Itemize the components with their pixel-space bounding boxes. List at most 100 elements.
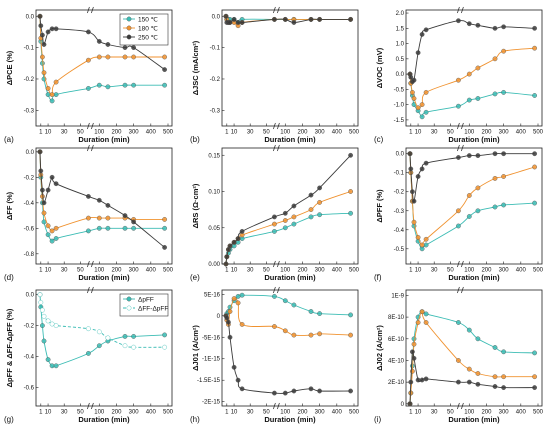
data-point [49, 92, 55, 98]
x-tick-label: 100 [94, 268, 105, 274]
series-2 [223, 13, 353, 25]
x-tick-label: 100 [280, 268, 291, 274]
data-point [53, 26, 59, 32]
data-point [308, 214, 314, 220]
data-point [122, 225, 128, 231]
x-tick-label: 200 [111, 130, 122, 136]
x-tick-label: 200 [481, 410, 492, 416]
x-tick-label: 10 [415, 410, 422, 416]
data-point [122, 333, 128, 339]
axis-break-mark [461, 144, 464, 152]
axis-break-mark [87, 286, 90, 294]
y-axis-label: ΔpFF & ΔFF-ΔpFF (%) [5, 308, 14, 387]
data-point [466, 327, 472, 333]
x-tick-label: 300 [499, 410, 510, 416]
data-point [348, 312, 353, 318]
y-tick-label: 0.10 [208, 190, 220, 196]
x-tick-label: 500 [163, 268, 174, 274]
legend-marker [126, 16, 132, 22]
x-tick-label: 300 [499, 130, 510, 136]
data-point [291, 20, 297, 25]
x-tick-label: 500 [533, 130, 544, 136]
data-point [53, 236, 59, 241]
data-point [501, 151, 506, 157]
x-tick-label: 300 [129, 130, 140, 136]
series-0 [407, 151, 537, 252]
plot-frame [35, 147, 173, 265]
x-axis-label: Duration (min) [448, 273, 500, 282]
data-point [419, 309, 425, 315]
series-line [409, 153, 535, 203]
legend-entry: 180 ℃ [138, 26, 159, 33]
axis-break-mark [457, 402, 460, 410]
data-point [282, 328, 288, 334]
data-point [49, 228, 55, 234]
data-point [49, 174, 55, 180]
plot-frame [221, 289, 359, 407]
data-point [235, 293, 241, 299]
data-point [40, 323, 45, 328]
y-tick-label: -1.5E-15 [197, 378, 221, 384]
x-tick-label: 50 [263, 130, 270, 136]
x-tick-label: 300 [315, 130, 326, 136]
data-point [105, 335, 111, 341]
x-tick-label: 1 [39, 130, 43, 136]
panel-label: (b) [190, 135, 200, 144]
data-point [235, 377, 241, 383]
data-point [122, 82, 128, 88]
x-tick-label: 1 [409, 130, 413, 136]
x-tick-label: 500 [349, 268, 360, 274]
data-point [419, 166, 425, 172]
data-point [37, 149, 43, 155]
data-point [38, 23, 44, 29]
axis-break-mark [457, 122, 460, 130]
data-point [455, 18, 461, 24]
x-tick-label: 30 [247, 130, 254, 136]
series-2 [223, 152, 353, 267]
data-point [475, 336, 481, 342]
axis-break-mark [91, 144, 94, 152]
data-point [239, 228, 245, 234]
data-point [131, 82, 137, 88]
y-tick-label: -0.6 [24, 226, 35, 232]
x-tick-label: 50 [263, 410, 270, 416]
x-tick-label: 400 [332, 130, 343, 136]
data-point [282, 390, 288, 396]
data-point [291, 332, 297, 338]
data-point [308, 386, 314, 392]
y-tick-label: -0.4 [394, 228, 405, 234]
legend-entry: 250 ℃ [138, 35, 159, 42]
data-point [45, 223, 51, 229]
data-point [419, 102, 425, 108]
data-point [282, 298, 288, 304]
data-point [86, 215, 91, 221]
data-point [411, 336, 417, 342]
data-point [86, 57, 91, 63]
y-tick-label: -0.2 [24, 175, 35, 181]
x-tick-label: 200 [111, 268, 122, 274]
data-point [492, 151, 498, 157]
x-tick-label: 30 [61, 130, 68, 136]
y-axis-label: ΔRS (Ω·cm²) [191, 183, 200, 228]
x-tick-label: 1 [409, 410, 413, 416]
x-tick-label: 30 [247, 268, 254, 274]
y-tick-label: -0.2 [24, 77, 35, 83]
data-point [53, 181, 59, 187]
data-point [37, 292, 43, 297]
data-point [475, 185, 481, 191]
data-point [45, 29, 51, 35]
data-point [224, 254, 230, 260]
data-point [231, 239, 237, 245]
x-axis-label: Duration (min) [264, 273, 316, 282]
series-0 [407, 71, 537, 120]
x-tick-label: 200 [481, 268, 492, 274]
y-tick-label: 2.0 [396, 11, 405, 17]
data-point [239, 292, 245, 298]
y-tick-label: -0.2 [210, 77, 221, 83]
x-tick-label: 500 [533, 410, 544, 416]
y-tick-label: -0.1 [210, 46, 221, 52]
data-point [40, 187, 45, 193]
x-tick-label: 500 [533, 268, 544, 274]
data-point [408, 379, 414, 385]
